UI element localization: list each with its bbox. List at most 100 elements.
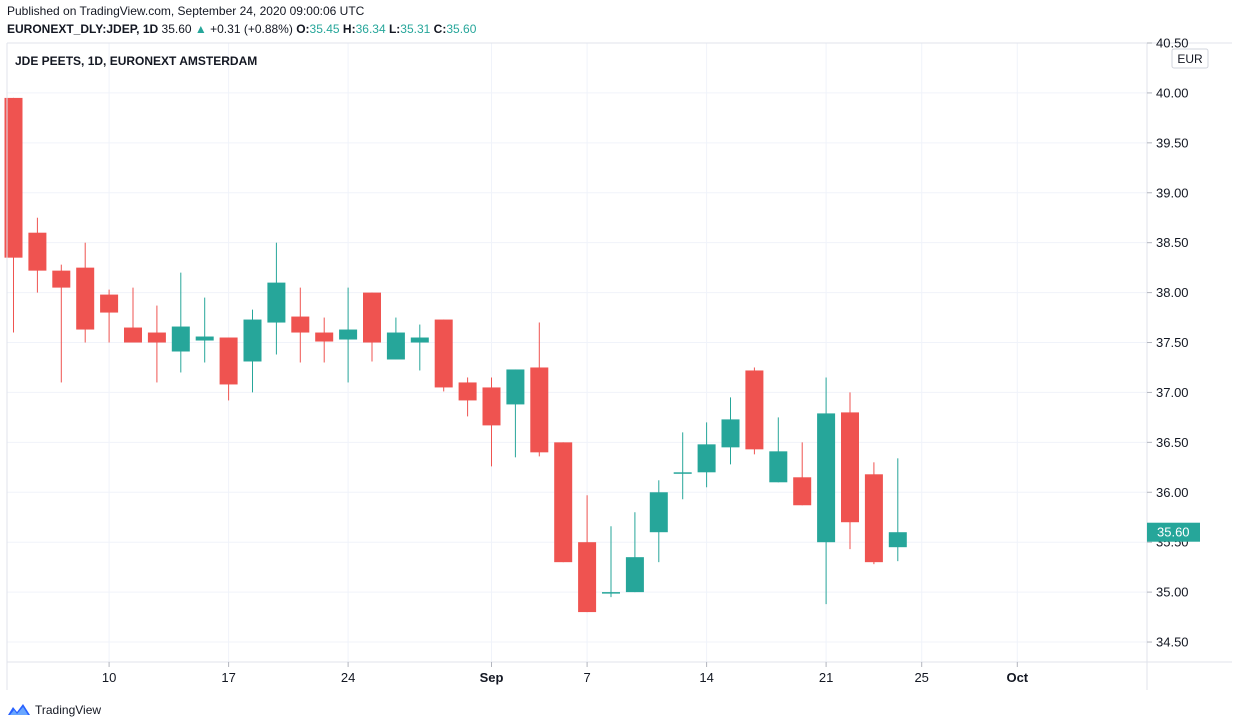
candle-body	[434, 319, 453, 388]
y-tick-label: 40.50	[1156, 36, 1189, 51]
chart-title: JDE PEETS, 1D, EURONEXT AMSTERDAM	[15, 54, 257, 68]
candle	[363, 292, 381, 362]
candle	[124, 287, 142, 343]
candle-body	[171, 326, 190, 352]
y-tick-label: 37.00	[1156, 385, 1189, 400]
candle	[506, 369, 525, 458]
close-label: C:	[433, 22, 447, 36]
last-price-box	[1147, 522, 1200, 542]
candle	[219, 337, 238, 401]
candle-body	[267, 282, 286, 323]
candle-body	[793, 477, 812, 506]
x-tick-label: 21	[819, 670, 833, 685]
candle	[864, 462, 883, 565]
candle-body	[386, 332, 405, 360]
candle	[315, 317, 334, 363]
x-tick-label: 10	[102, 670, 116, 685]
candle-body	[888, 532, 907, 548]
candle	[171, 272, 190, 373]
y-tick-label: 35.00	[1156, 585, 1189, 600]
candle-body	[410, 337, 429, 343]
candle-body	[554, 442, 573, 563]
candle-body	[530, 367, 549, 453]
candle	[721, 397, 740, 465]
symbol-label: EURONEXT_DLY:JDEP, 1D	[7, 22, 159, 36]
candle	[76, 242, 95, 343]
candle	[817, 377, 836, 605]
candle	[291, 287, 310, 363]
currency-box	[1171, 48, 1209, 69]
x-tick-label: 25	[914, 670, 928, 685]
candle	[458, 377, 477, 417]
candle-body	[817, 413, 836, 543]
up-arrow-icon: ▲	[194, 22, 207, 36]
candle	[625, 512, 644, 593]
candle-body	[506, 369, 525, 405]
candle	[4, 97, 23, 333]
candle	[578, 495, 597, 613]
candle	[267, 242, 286, 355]
last-price-marker: 35.60	[1147, 522, 1200, 542]
candle-body	[124, 327, 142, 343]
candle-body	[649, 492, 668, 533]
high-label: H:	[342, 22, 356, 36]
y-tick-label: 36.00	[1156, 485, 1189, 500]
tradingview-logo-icon	[8, 704, 30, 715]
candle	[195, 297, 214, 363]
currency-label: EUR	[1177, 52, 1203, 66]
candle-body	[482, 387, 501, 426]
candle	[745, 367, 764, 455]
y-tick-label: 37.50	[1156, 335, 1189, 350]
y-tick-label: 34.50	[1156, 635, 1189, 650]
candle-body	[721, 419, 740, 448]
candle-body	[339, 329, 358, 340]
candle-body	[100, 294, 119, 313]
open-value: 35.45	[309, 22, 340, 36]
close-value: 35.60	[446, 22, 477, 36]
candle-body	[458, 382, 477, 401]
y-tick-label: 38.50	[1156, 235, 1189, 250]
candle	[434, 319, 453, 392]
candle-body	[76, 267, 95, 330]
candle-body	[315, 332, 334, 342]
y-tick-label: 39.00	[1156, 185, 1189, 200]
x-tick-label: 17	[221, 670, 235, 685]
candle	[100, 289, 119, 343]
high-value: 36.34	[355, 22, 386, 36]
open-label: O:	[296, 22, 310, 36]
x-tick-label: Oct	[1006, 670, 1028, 685]
y-tick-label: 39.50	[1156, 135, 1189, 150]
grid	[7, 42, 1147, 662]
currency-badge[interactable]: EUR	[1171, 48, 1209, 69]
candle	[769, 417, 788, 483]
footer[interactable]: TradingView	[7, 700, 101, 720]
x-tick-label: Sep	[480, 670, 504, 685]
candle	[339, 287, 358, 383]
candle-body	[219, 337, 238, 385]
candle	[243, 309, 262, 393]
candle	[386, 317, 405, 360]
y-tick-label: 38.00	[1156, 285, 1189, 300]
price-axis[interactable]: 34.5035.0035.5036.0036.5037.0037.5038.00…	[1147, 36, 1189, 650]
candle-body	[602, 592, 620, 594]
last-price-label: 35.60	[1157, 525, 1190, 540]
candle	[673, 432, 692, 500]
candle	[482, 377, 501, 467]
footer-brand: TradingView	[35, 703, 102, 717]
candle	[602, 526, 620, 598]
candle-body	[864, 474, 883, 563]
low-label: L:	[388, 22, 401, 36]
candle	[554, 442, 573, 563]
time-axis[interactable]: 10 17 24 Sep 7 14 21 25 Oct	[102, 662, 1029, 685]
x-tick-label: 7	[583, 670, 590, 685]
last-price: 35.60	[161, 22, 192, 36]
candle	[147, 305, 166, 383]
published-note: Published on TradingView.com, September …	[7, 4, 365, 18]
candles	[4, 97, 907, 613]
candle	[697, 422, 716, 488]
candle	[410, 324, 429, 371]
candle-body	[673, 472, 692, 474]
candle-body	[147, 332, 166, 343]
ohlc-legend: EURONEXT_DLY:JDEP, 1D 35.60 ▲ +0.31 (+0.…	[7, 22, 476, 36]
